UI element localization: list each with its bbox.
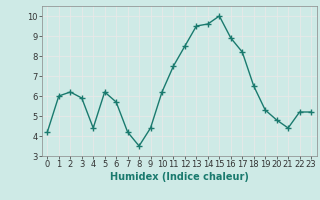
X-axis label: Humidex (Indice chaleur): Humidex (Indice chaleur) — [110, 172, 249, 182]
